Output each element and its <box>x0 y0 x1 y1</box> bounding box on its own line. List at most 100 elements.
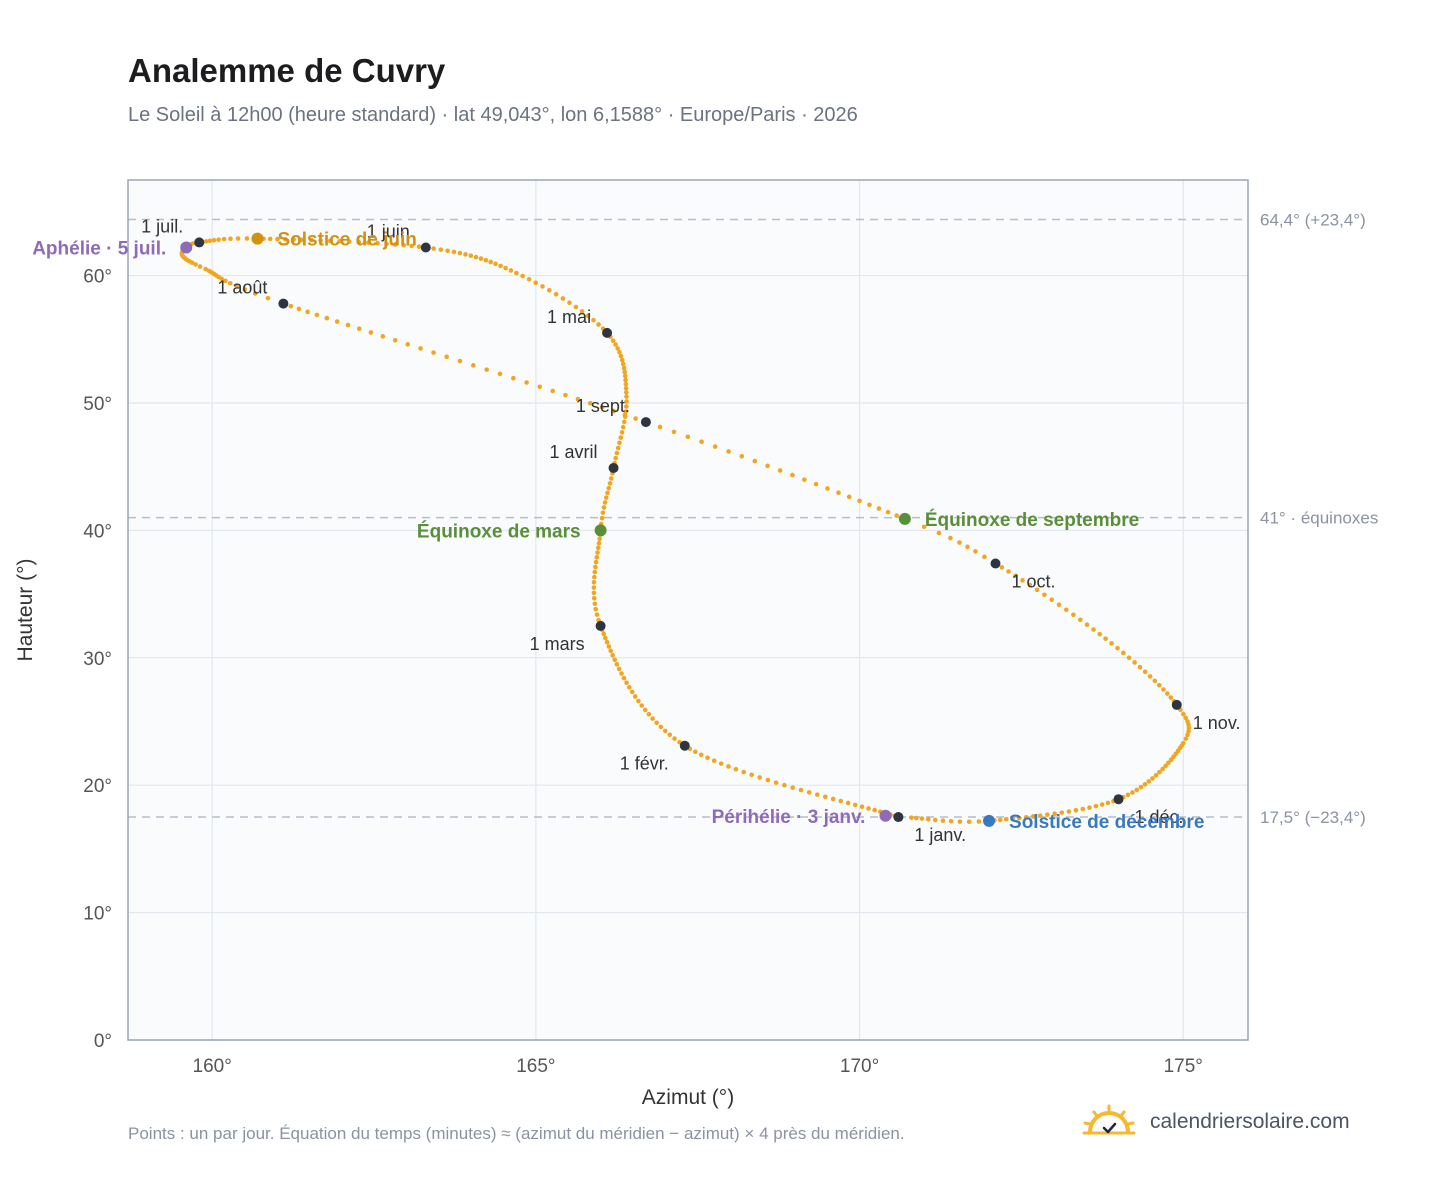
daily-point <box>384 241 389 247</box>
daily-point <box>802 477 807 482</box>
daily-point <box>940 818 946 823</box>
daily-point <box>616 666 622 672</box>
daily-point <box>921 524 927 530</box>
sun-check-icon <box>1082 1104 1136 1135</box>
daily-point <box>965 544 970 550</box>
daily-point <box>524 380 529 385</box>
daily-point <box>508 268 514 273</box>
daily-point <box>595 550 600 555</box>
daily-point <box>1099 802 1105 807</box>
daily-point <box>585 313 591 319</box>
daily-point <box>836 490 841 496</box>
daily-point <box>621 365 627 371</box>
x-axis-label: Azimut (°) <box>642 1086 734 1109</box>
daily-point <box>1087 805 1092 810</box>
daily-point <box>867 502 872 508</box>
daily-point <box>639 703 644 708</box>
daily-point <box>1168 695 1174 700</box>
daily-point <box>1066 809 1072 814</box>
daily-point <box>1109 641 1114 646</box>
daily-point <box>606 485 612 491</box>
daily-point <box>617 440 622 446</box>
daily-point <box>1130 790 1135 795</box>
daily-point <box>592 569 598 575</box>
month-marker-label: 1 févr. <box>620 754 669 774</box>
daily-point <box>221 236 227 242</box>
daily-point <box>657 424 663 430</box>
x-tick-label: 165° <box>516 1056 555 1077</box>
daily-point <box>613 455 618 461</box>
daily-point <box>537 384 543 390</box>
y-tick-label: 10° <box>83 904 112 925</box>
y-tick-label: 30° <box>83 649 112 670</box>
daily-point <box>624 399 629 404</box>
daily-point <box>324 315 330 321</box>
daily-point <box>733 767 739 772</box>
daily-point <box>642 707 648 713</box>
daily-point <box>520 273 525 279</box>
daily-point <box>197 264 203 269</box>
daily-point <box>207 238 213 244</box>
daily-point <box>1034 587 1040 593</box>
y-tick-label: 40° <box>83 521 112 542</box>
daily-point <box>1042 592 1047 598</box>
month-marker-label: 1 avril <box>550 442 598 462</box>
daily-point <box>1132 660 1137 665</box>
daily-point <box>1153 773 1159 778</box>
daily-point <box>591 590 597 596</box>
daily-point <box>932 817 938 823</box>
daily-point <box>622 412 628 418</box>
daily-point <box>866 806 871 811</box>
daily-point <box>894 513 899 518</box>
daily-point <box>511 375 516 381</box>
daily-point <box>636 698 641 704</box>
daily-point <box>1063 607 1069 613</box>
daily-point <box>498 263 503 269</box>
daily-point <box>252 291 258 296</box>
daily-point <box>503 265 508 271</box>
daily-point <box>445 248 450 254</box>
daily-point <box>573 304 579 310</box>
daily-point <box>608 476 614 481</box>
daily-point <box>782 782 787 788</box>
brand[interactable]: calendriersolaire.com <box>1082 1100 1350 1144</box>
daily-point <box>1160 766 1165 772</box>
daily-point <box>619 357 625 363</box>
month-marker <box>1171 699 1182 710</box>
daily-point <box>591 317 596 323</box>
daily-point <box>305 309 310 315</box>
daily-point <box>267 236 273 242</box>
daily-point <box>622 373 628 379</box>
daily-point <box>405 342 411 347</box>
daily-point <box>189 260 195 265</box>
event-label: Aphélie · 5 juil. <box>32 239 166 260</box>
daily-point <box>193 262 198 267</box>
daily-point <box>976 819 982 824</box>
month-marker <box>893 812 904 823</box>
daily-point <box>705 755 710 761</box>
daily-point <box>815 792 820 797</box>
daily-point <box>623 381 629 387</box>
daily-point <box>1156 682 1162 688</box>
daily-point <box>593 564 598 570</box>
reference-line-label: 17,5° (−23,4°) <box>1260 808 1366 827</box>
daily-point <box>1045 812 1050 818</box>
x-tick-label: 175° <box>1164 1056 1203 1077</box>
reference-line-label: 41° · équinoxes <box>1260 509 1378 528</box>
daily-point <box>650 716 655 721</box>
month-marker <box>1113 794 1124 805</box>
daily-point <box>468 253 474 258</box>
daily-point <box>550 388 555 394</box>
daily-point <box>624 680 629 686</box>
daily-point <box>560 296 566 301</box>
daily-point <box>375 240 380 246</box>
daily-point <box>857 498 862 504</box>
daily-point <box>909 815 914 820</box>
daily-point <box>365 240 371 245</box>
daily-point <box>1165 691 1170 696</box>
daily-point <box>672 736 677 741</box>
daily-point <box>633 416 638 421</box>
daily-point <box>711 758 717 764</box>
event-marker <box>879 809 892 822</box>
